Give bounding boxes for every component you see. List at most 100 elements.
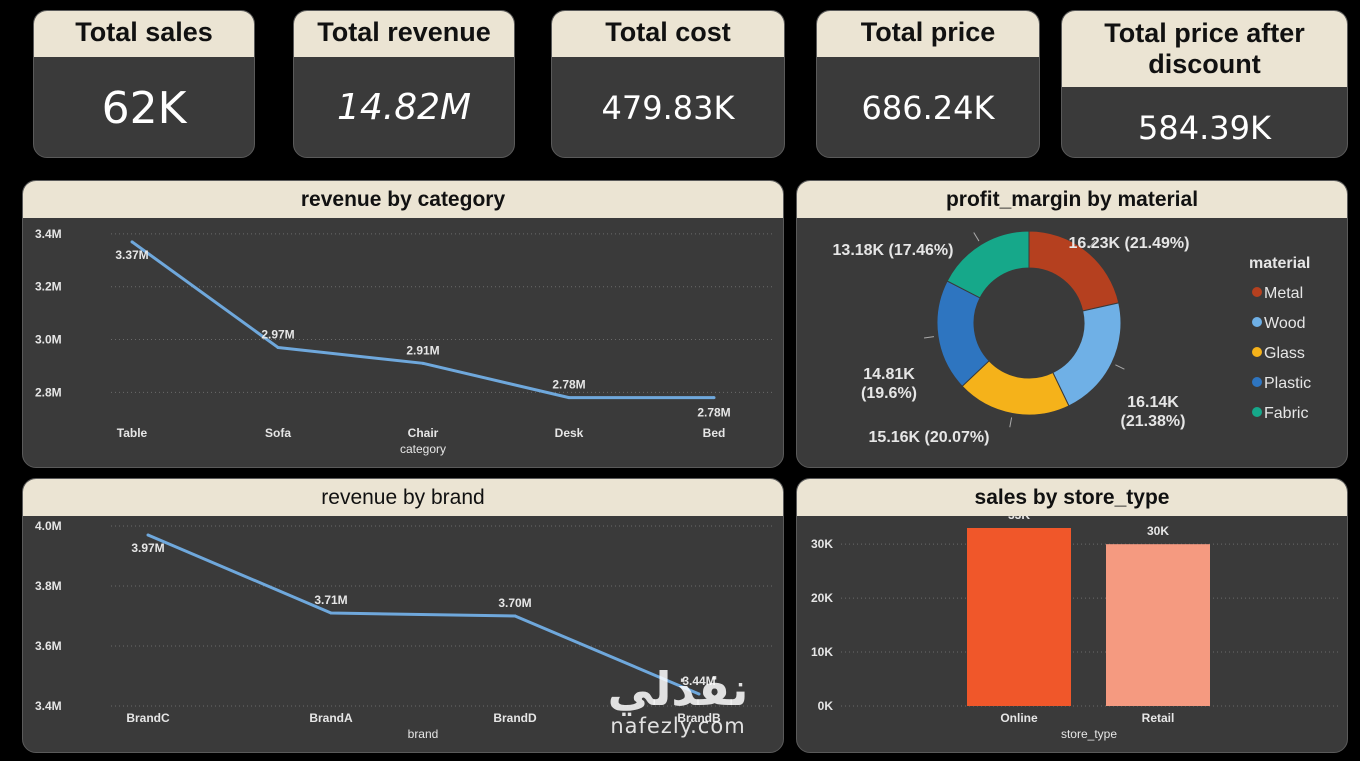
slice-label: (21.38%): [1121, 413, 1186, 430]
kpi-total-sales: Total sales 62K: [33, 10, 255, 158]
leader-line: [923, 336, 935, 339]
kpi-value: 62K: [101, 83, 187, 134]
data-point: [697, 692, 701, 696]
kpi-value: 479.83K: [601, 89, 735, 127]
panel-revenue-by-category: revenue by category 2.8M 3.0M 3.2M 3.4M 3.37…: [22, 180, 784, 468]
data-label: 30K: [1147, 524, 1169, 538]
kpi-value: 584.39K: [1138, 109, 1271, 147]
bar: [1106, 544, 1210, 706]
chart-title: revenue by brand: [23, 479, 783, 516]
donut-slice: [1052, 302, 1122, 407]
x-tick-label: BrandB: [677, 711, 721, 725]
series-line: [131, 240, 714, 400]
line-chart-revenue-by-category: 2.8M 3.0M 3.2M 3.4M 3.37M Table 2.97M Sofa 2.91M…: [35, 227, 775, 456]
panel-revenue-by-brand: revenue by brand 3.4M 3.6M 3.8M 4.0M 3.97M Br…: [22, 478, 784, 753]
kpi-title: Total cost: [552, 11, 784, 57]
y-tick-label: 3.2M: [35, 280, 62, 294]
chart-title: revenue by category: [23, 181, 783, 218]
y-tick-label: 30K: [811, 537, 833, 551]
x-axis-title: category: [400, 442, 446, 456]
data-point: [712, 396, 716, 400]
kpi-title: Total price: [817, 11, 1039, 57]
panel-sales-by-store-type: sales by store_type 0K 10K 20K 30K 33K Online…: [796, 478, 1348, 753]
kpi-total-revenue: Total revenue 14.82M: [293, 10, 515, 158]
panel-profit-margin-by-material: profit_margin by material 16.23K (21.49%…: [796, 180, 1348, 468]
x-axis-title: brand: [408, 727, 439, 741]
legend-marker: [1252, 317, 1262, 327]
data-point: [130, 240, 134, 244]
slice-label: (19.6%): [861, 385, 917, 402]
x-tick-label: Desk: [555, 426, 584, 440]
bar: [967, 528, 1071, 706]
x-tick-label: Table: [117, 426, 148, 440]
slice-label: 16.14K: [1127, 394, 1179, 411]
donut-slice: [946, 230, 1030, 299]
y-tick-label: 3.6M: [35, 639, 62, 653]
y-tick-label: 3.0M: [35, 333, 62, 347]
legend-marker: [1252, 347, 1262, 357]
data-label: 2.78M: [697, 406, 730, 420]
y-tick-label: 3.4M: [35, 227, 62, 241]
data-label: 2.78M: [552, 378, 585, 392]
y-tick-label: 0K: [818, 699, 834, 713]
x-tick-label: BrandC: [126, 711, 170, 725]
leader-line: [973, 232, 980, 242]
slice-label: 14.81K: [863, 366, 915, 383]
legend-label: Fabric: [1264, 405, 1308, 422]
chart-title: profit_margin by material: [797, 181, 1347, 218]
y-tick-label: 3.4M: [35, 699, 62, 713]
data-label: 3.37M: [115, 248, 148, 262]
legend-label: Metal: [1264, 285, 1303, 302]
legend-marker: [1252, 377, 1262, 387]
leader-line: [1088, 239, 1096, 249]
y-tick-label: 10K: [811, 645, 833, 659]
x-tick-label: Online: [1000, 711, 1038, 725]
legend-label: Wood: [1264, 315, 1306, 332]
x-tick-label: BrandA: [309, 711, 353, 725]
data-label: 2.91M: [406, 343, 439, 357]
kpi-value: 14.82M: [336, 87, 472, 128]
series-line: [147, 533, 700, 696]
leader-line: [1115, 364, 1125, 370]
kpi-title: Total revenue: [294, 11, 514, 57]
x-axis-title: store_type: [1061, 727, 1117, 741]
leader-line: [1009, 417, 1013, 428]
data-label: 3.44M: [682, 674, 715, 688]
x-tick-label: Retail: [1142, 711, 1175, 725]
data-point: [146, 533, 150, 537]
data-label: 3.97M: [131, 541, 164, 555]
kpi-total-price: Total price 686.24K: [816, 10, 1040, 158]
x-tick-label: Chair: [408, 426, 439, 440]
data-point: [276, 345, 280, 349]
data-label: 3.70M: [498, 596, 531, 610]
legend-marker: [1252, 287, 1262, 297]
data-point: [421, 361, 425, 365]
kpi-title: Total price after discount: [1062, 11, 1347, 87]
data-point: [567, 396, 571, 400]
data-point: [329, 611, 333, 615]
slice-label: 16.23K (21.49%): [1069, 235, 1190, 252]
y-tick-label: 20K: [811, 591, 833, 605]
data-label: 3.71M: [314, 593, 347, 607]
slice-label: 13.18K (17.46%): [833, 242, 954, 259]
data-label: 33K: [1008, 516, 1030, 522]
kpi-title: Total sales: [34, 11, 254, 57]
legend-label: Glass: [1264, 345, 1305, 362]
data-label: 2.97M: [261, 327, 294, 341]
kpi-total-price-after-discount: Total price after discount 584.39K: [1061, 10, 1348, 158]
y-tick-label: 2.8M: [35, 385, 62, 399]
line-chart-revenue-by-brand: 3.4M 3.6M 3.8M 4.0M 3.97M BrandC 3.71M BrandA 3.…: [35, 519, 775, 741]
data-point: [513, 614, 517, 618]
x-tick-label: BrandD: [493, 711, 537, 725]
bar-chart-sales-by-store-type: 0K 10K 20K 30K 33K Online 30K Retail store_type: [811, 516, 1341, 741]
x-tick-label: Sofa: [265, 426, 291, 440]
donut-chart-profit-margin: 16.23K (21.49%) 16.14K (21.38%) 15.16K (20.…: [833, 230, 1311, 446]
legend-title: material: [1249, 255, 1310, 272]
x-tick-label: Bed: [703, 426, 726, 440]
y-tick-label: 4.0M: [35, 519, 62, 533]
legend-marker: [1252, 407, 1262, 417]
kpi-value: 686.24K: [861, 89, 995, 127]
y-tick-label: 3.8M: [35, 579, 62, 593]
chart-title: sales by store_type: [797, 479, 1347, 516]
kpi-total-cost: Total cost 479.83K: [551, 10, 785, 158]
